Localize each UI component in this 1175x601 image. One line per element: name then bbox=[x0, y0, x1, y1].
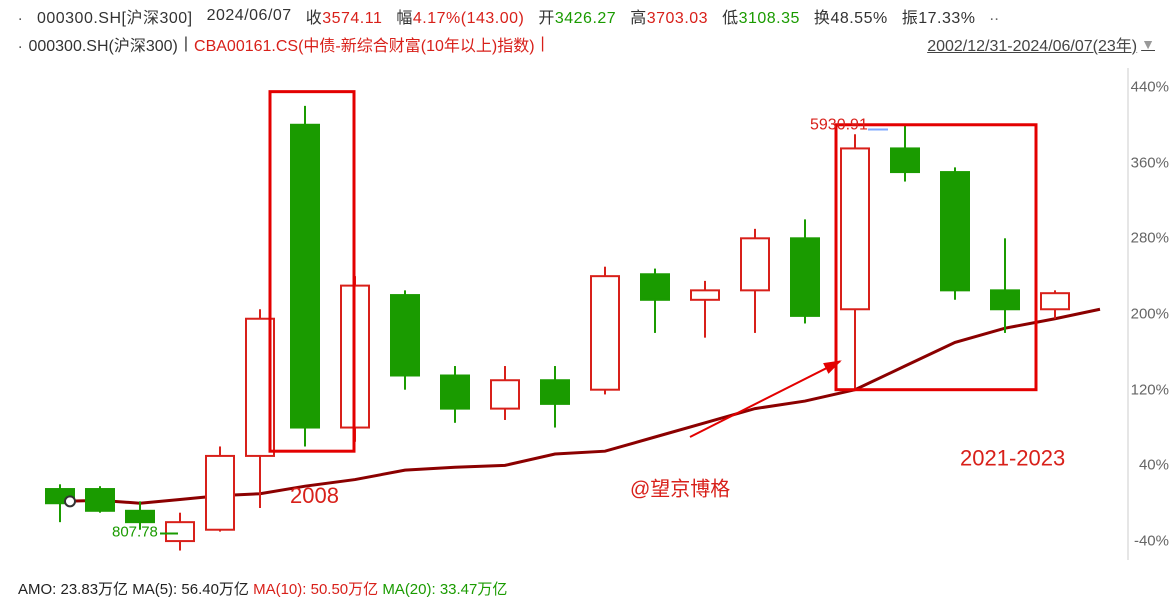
amp-cell: 幅4.17%(143.00) bbox=[396, 4, 524, 28]
leading-dot: . bbox=[18, 7, 23, 25]
chart-annotation: 807.78 bbox=[112, 523, 158, 540]
series-header: . 000300.SH(沪深300) | CBA00161.CS(中债-新综合财… bbox=[0, 30, 1175, 60]
y-tick-label: 120% bbox=[1131, 381, 1169, 398]
candle bbox=[641, 274, 669, 300]
candle bbox=[791, 238, 819, 316]
date-label: 2024/06/07 bbox=[207, 7, 292, 25]
candle bbox=[741, 238, 769, 290]
footer-metric: MA(5): 56.40万亿 bbox=[132, 581, 253, 598]
trail-dots: .. bbox=[989, 7, 999, 25]
sep-bar: | bbox=[184, 35, 188, 53]
sep-bar-2: | bbox=[541, 35, 545, 53]
main-series-label[interactable]: 000300.SH(沪深300) bbox=[28, 32, 177, 56]
y-tick-label: 360% bbox=[1131, 154, 1169, 171]
candle bbox=[166, 522, 194, 541]
chart-annotation: 5930.91 bbox=[810, 117, 868, 134]
candle bbox=[941, 172, 969, 290]
indicator-footer: AMO: 23.83万亿 MA(5): 56.40万亿 MA(10): 50.5… bbox=[18, 578, 507, 599]
candle bbox=[391, 295, 419, 375]
y-tick-label: -40% bbox=[1134, 533, 1169, 550]
y-tick-label: 280% bbox=[1131, 230, 1169, 247]
footer-metric: MA(10): 50.50万亿 bbox=[253, 581, 382, 598]
candle bbox=[1041, 293, 1069, 309]
candle bbox=[206, 456, 234, 530]
high-cell: 高3703.03 bbox=[630, 4, 708, 28]
candlestick-chart[interactable]: 5930.91 807.78 2008 @望京博格 2021-2023 -40% 40% 1… bbox=[0, 60, 1175, 580]
date-range-picker[interactable]: 2002/12/31-2024/06/07(23年) ▼ bbox=[927, 32, 1155, 56]
ticker-label[interactable]: 000300.SH[沪深300] bbox=[37, 4, 193, 28]
chevron-down-icon: ▼ bbox=[1141, 36, 1155, 52]
candle bbox=[691, 290, 719, 299]
leading-dot-2: . bbox=[18, 35, 22, 53]
quote-header: . 000300.SH[沪深300] 2024/06/07 收3574.11 幅… bbox=[0, 0, 1175, 30]
close-cell: 收3574.11 bbox=[306, 4, 383, 28]
chart-svg: 5930.91 807.78 2008 @望京博格 2021-2023 bbox=[0, 60, 1175, 580]
candle bbox=[841, 148, 869, 309]
overlay-series-label[interactable]: CBA00161.CS(中债-新综合财富(10年以上)指数) bbox=[194, 32, 535, 56]
footer-metric: AMO: 23.83万亿 bbox=[18, 581, 132, 598]
candle bbox=[591, 276, 619, 390]
y-tick-label: 440% bbox=[1131, 78, 1169, 95]
candle bbox=[891, 148, 919, 172]
open-cell: 开3426.27 bbox=[538, 4, 616, 28]
chart-annotation: @望京博格 bbox=[630, 478, 730, 501]
footer-metric: MA(20): 33.47万亿 bbox=[382, 581, 507, 598]
candle bbox=[491, 380, 519, 408]
candle bbox=[291, 125, 319, 428]
y-tick-label: 40% bbox=[1139, 457, 1169, 474]
cursor-marker bbox=[65, 496, 75, 506]
candle bbox=[86, 489, 114, 511]
candle bbox=[126, 511, 154, 522]
chart-annotation: 2008 bbox=[290, 483, 339, 508]
candle bbox=[441, 376, 469, 409]
chart-annotation: 2021-2023 bbox=[960, 445, 1065, 470]
low-cell: 低3108.35 bbox=[722, 4, 800, 28]
candle bbox=[541, 380, 569, 404]
turn-cell: 换48.55% bbox=[814, 4, 888, 28]
range-cell: 振17.33% bbox=[902, 4, 976, 28]
y-tick-label: 200% bbox=[1131, 306, 1169, 323]
candle bbox=[991, 290, 1019, 309]
